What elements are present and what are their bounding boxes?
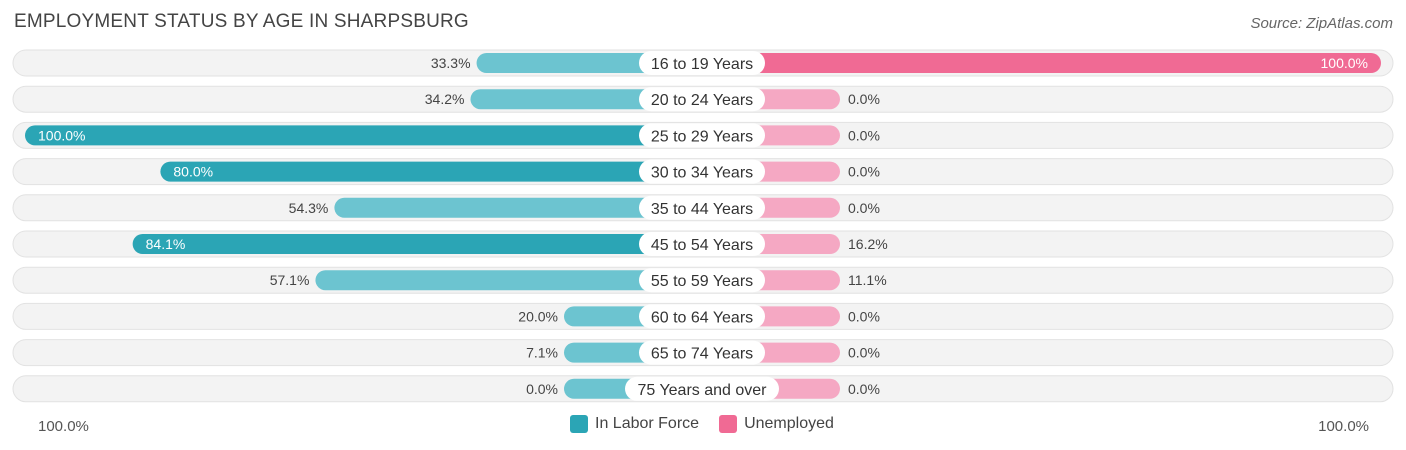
category-label: 25 to 29 Years bbox=[651, 128, 753, 145]
source-label: Source: ZipAtlas.com bbox=[1250, 15, 1393, 32]
value-label-unemployed: 100.0% bbox=[1321, 55, 1368, 71]
category-pill bbox=[639, 159, 765, 184]
chart-canvas: 33.3% 100.0% 16 to 19 Years 34.2% 0.0% 20 to … bbox=[12, 49, 1394, 403]
value-label-unemployed: 11.1% bbox=[848, 272, 887, 288]
legend-swatch-labor-force bbox=[570, 415, 588, 433]
value-label-unemployed: 16.2% bbox=[848, 236, 888, 252]
value-label-unemployed: 0.0% bbox=[848, 91, 880, 107]
value-label-labor-force: 80.0% bbox=[173, 164, 213, 180]
category-pill bbox=[625, 376, 779, 401]
bar-labor-force bbox=[25, 125, 702, 146]
value-label-labor-force: 34.2% bbox=[425, 91, 465, 107]
value-label-labor-force: 20.0% bbox=[518, 308, 558, 324]
category-label: 16 to 19 Years bbox=[651, 56, 753, 73]
category-label: 35 to 44 Years bbox=[651, 201, 753, 218]
legend: In Labor Force Unemployed bbox=[570, 415, 854, 433]
value-label-unemployed: 0.0% bbox=[848, 164, 880, 180]
category-pill bbox=[639, 340, 765, 365]
legend-label-labor-force: In Labor Force bbox=[595, 415, 700, 432]
value-label-unemployed: 0.0% bbox=[848, 345, 880, 361]
bar-labor-force bbox=[334, 197, 702, 218]
value-label-unemployed: 0.0% bbox=[848, 200, 880, 216]
value-label-labor-force: 100.0% bbox=[38, 127, 85, 143]
category-label: 45 to 54 Years bbox=[651, 237, 753, 254]
category-pill bbox=[639, 232, 765, 256]
legend-item-unemployed[interactable]: Unemployed bbox=[719, 415, 834, 433]
value-label-labor-force: 33.3% bbox=[431, 55, 471, 71]
legend-item-labor-force[interactable]: In Labor Force bbox=[570, 415, 699, 433]
axis-left-label: 100.0% bbox=[38, 418, 89, 435]
value-label-unemployed: 0.0% bbox=[848, 381, 880, 397]
legend-label-unemployed: Unemployed bbox=[744, 415, 834, 432]
category-label: 20 to 24 Years bbox=[651, 92, 753, 109]
bar-labor-force bbox=[315, 270, 702, 291]
category-label: 60 to 64 Years bbox=[651, 309, 753, 326]
value-label-labor-force: 54.3% bbox=[289, 200, 329, 216]
value-label-unemployed: 0.0% bbox=[848, 308, 880, 324]
category-label: 55 to 59 Years bbox=[651, 273, 753, 290]
category-pill bbox=[639, 123, 765, 148]
chart-title: EMPLOYMENT STATUS BY AGE IN SHARPSBURG bbox=[14, 11, 469, 32]
bar-labor-force bbox=[160, 161, 702, 182]
value-label-labor-force: 7.1% bbox=[526, 345, 558, 361]
category-label: 75 Years and over bbox=[638, 382, 768, 399]
value-label-labor-force: 0.0% bbox=[526, 381, 558, 397]
category-pill bbox=[639, 304, 765, 329]
legend-swatch-unemployed bbox=[719, 415, 738, 433]
category-pill bbox=[639, 51, 765, 75]
bar-unemployed bbox=[702, 53, 1381, 73]
value-label-labor-force: 57.1% bbox=[270, 272, 310, 288]
category-label: 65 to 74 Years bbox=[651, 346, 753, 363]
category-label: 30 to 34 Years bbox=[651, 165, 753, 182]
bar-labor-force bbox=[132, 234, 702, 254]
value-label-unemployed: 0.0% bbox=[848, 127, 880, 143]
category-pill bbox=[639, 268, 765, 293]
value-label-labor-force: 84.1% bbox=[146, 236, 186, 252]
category-pill bbox=[639, 87, 765, 112]
category-pill bbox=[639, 195, 765, 220]
axis-right-label: 100.0% bbox=[1318, 418, 1369, 435]
